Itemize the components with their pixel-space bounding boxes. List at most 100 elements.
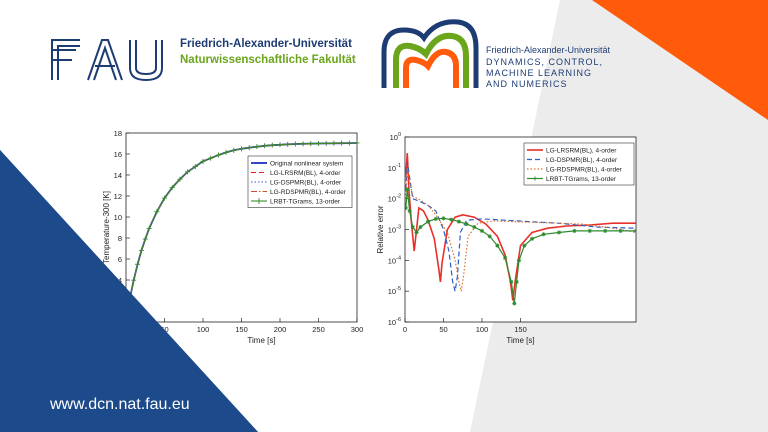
series-marker [269,142,275,148]
x-tick-label: 200 [274,325,287,334]
series-marker [300,141,306,147]
series-marker [231,147,237,153]
dcn-line-1: DYNAMICS, CONTROL, [486,57,604,67]
legend-label: LG-DSPMR(BL), 4-order [270,180,342,187]
series-marker [308,141,314,147]
series-marker [162,195,167,201]
series-marker [239,146,244,152]
y-tick-label: 100 [390,132,401,142]
series-marker [514,279,519,284]
y-tick-label: 10-6 [388,317,401,327]
series-marker [177,176,183,182]
y-axis-label: Temperature-300 [K] [102,191,111,264]
series-marker [200,158,206,164]
series-marker [169,185,175,191]
x-tick-label: 50 [439,325,447,334]
y-tick-label: 6 [118,255,122,264]
x-axis-label: Time [s] [506,336,534,345]
x-tick-label: 50 [160,325,168,334]
series-marker [142,236,148,242]
series-marker [316,141,321,146]
series-line [405,153,636,301]
x-tick-label: 300 [351,325,364,334]
series-marker [354,140,360,146]
series-marker [516,258,521,263]
dcn-line-3: AND NUMERICS [486,79,568,89]
x-tick-label: 150 [514,325,527,334]
series-marker [618,228,623,233]
fau-logo [51,39,163,82]
series-marker [138,248,144,254]
dcn-chair-name: DYNAMICS, CONTROL, MACHINE LEARNING AND … [486,57,603,90]
series-marker [410,225,415,230]
series-marker [509,279,514,284]
series-marker [331,140,337,146]
legend-label: LRBT-TGrams, 13-order [270,199,341,206]
series-marker [522,243,527,248]
series-marker [503,255,508,260]
legend-label: LG-RDSPMR(BL), 4-order [546,167,623,174]
series-marker [414,230,419,235]
series-marker [541,232,546,237]
series-marker [323,140,329,146]
website-url[interactable]: www.dcn.nat.fau.eu [50,396,190,413]
x-tick-label: 100 [197,325,210,334]
navy-triangle-front [0,150,258,432]
legend-label: LG-LRSRM(BL), 4-order [546,148,617,155]
series-marker [587,228,592,233]
series-marker [512,301,517,306]
legend-label: LRBT-TGrams, 13-order [546,176,617,183]
series-marker [487,234,492,239]
series-marker [433,216,438,221]
series-marker [441,216,446,221]
series-marker [277,142,283,148]
y-tick-label: 10-4 [388,255,401,265]
legend-label: LG-LRSRM(BL), 4-order [270,170,341,177]
y-tick-label: 10-5 [388,286,401,296]
series-marker [285,141,291,147]
y-axis-label: Relative error [376,205,385,253]
x-tick-label: 0 [403,325,407,334]
legend-label: LG-RDSPMR(BL), 4-order [270,189,347,196]
series-marker [407,208,412,213]
series-marker [223,149,229,155]
series-marker [292,141,298,147]
series-line [405,162,636,292]
y-tick-label: 10 [114,213,122,222]
series-marker [208,155,214,161]
series-marker [603,228,608,233]
series-marker [456,219,461,224]
series-marker [405,205,408,210]
y-tick-label: 10-1 [388,163,401,173]
series-marker [418,225,423,230]
series-marker [254,144,260,150]
series-line [126,142,357,322]
x-tick-label: 250 [312,325,325,334]
series-marker [557,230,561,235]
dcn-logo [381,19,479,88]
series-marker [530,236,535,241]
series-marker [185,169,191,175]
legend-label: LG-DSPMR(BL), 4-order [546,157,618,164]
dcn-university-name: Friedrich-Alexander-Universität [486,45,611,55]
y-tick-label: 18 [114,129,122,138]
series-marker [262,143,268,149]
legend-marker [256,198,262,204]
y-tick-label: 10-3 [388,225,401,235]
series-marker [339,140,345,146]
series-marker [215,152,221,158]
series-marker [472,225,477,230]
series-marker [480,228,484,233]
legend-marker [533,176,537,181]
series-marker [192,164,198,170]
fau-faculty-name: Naturwissenschaftliche Fakultät [180,54,356,66]
fau-university-name: Friedrich-Alexander-Universität [180,38,352,50]
series-marker [131,277,137,283]
x-tick-label: 150 [235,325,248,334]
series-marker [426,219,431,224]
y-tick-label: 8 [118,234,122,243]
x-tick-label: 100 [476,325,489,334]
series-marker [572,228,577,233]
